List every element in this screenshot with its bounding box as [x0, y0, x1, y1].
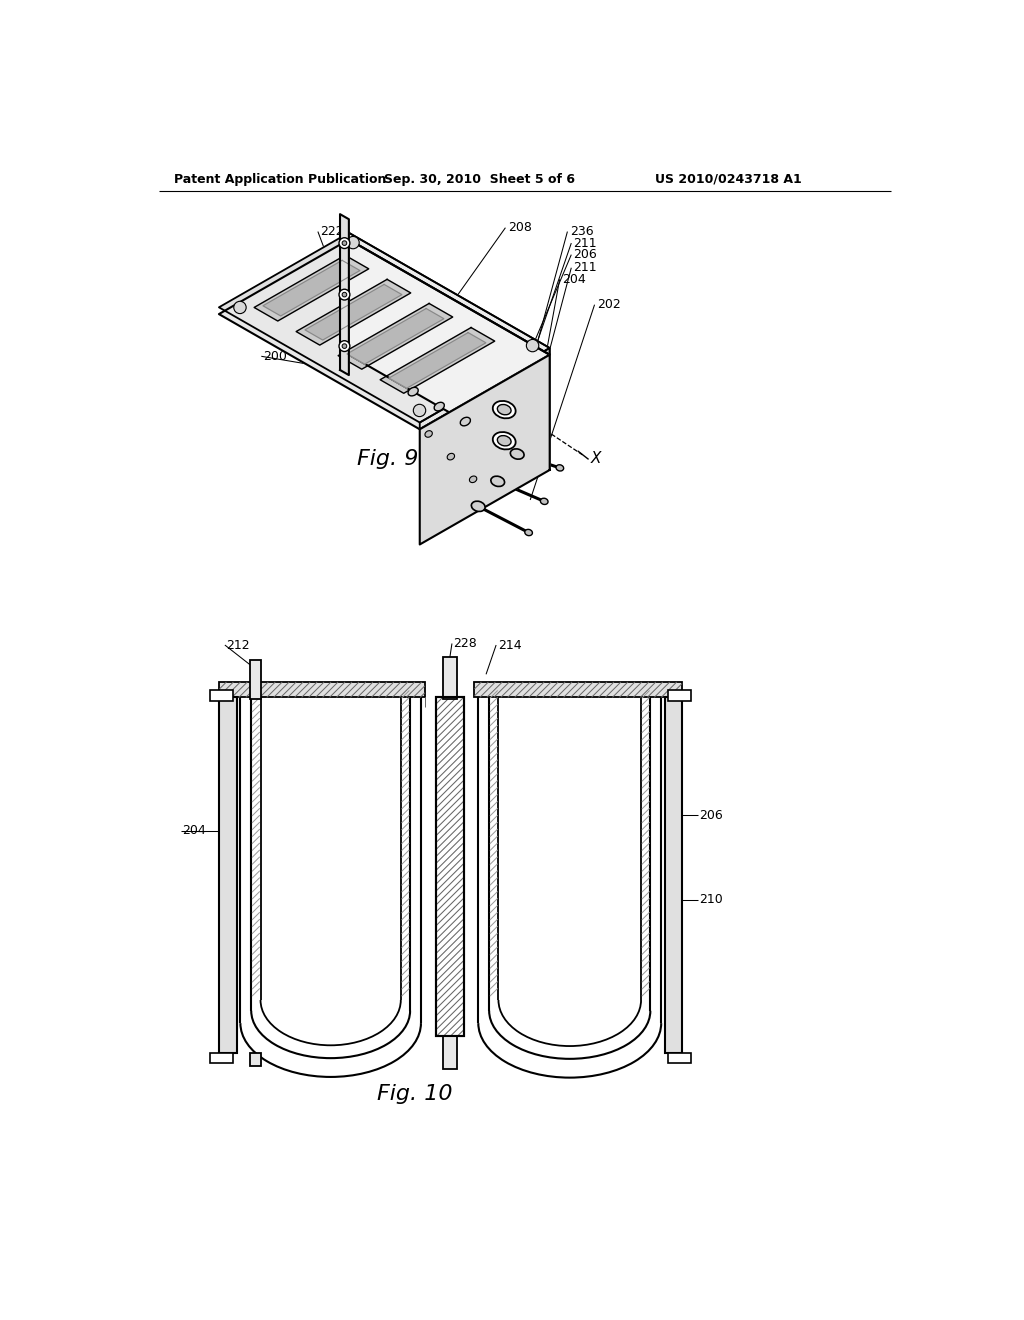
Ellipse shape: [490, 477, 505, 487]
Text: 200: 200: [263, 350, 288, 363]
Bar: [210, 689, 233, 701]
Circle shape: [342, 240, 347, 246]
Polygon shape: [420, 355, 550, 544]
Text: 208: 208: [508, 222, 531, 234]
Text: 210: 210: [699, 894, 723, 907]
Ellipse shape: [447, 453, 455, 459]
Polygon shape: [219, 232, 550, 422]
Text: 211: 211: [573, 261, 597, 275]
Text: 202: 202: [597, 298, 621, 312]
Bar: [442, 657, 457, 700]
Ellipse shape: [524, 529, 532, 536]
Text: X: X: [301, 271, 311, 285]
Ellipse shape: [493, 432, 516, 449]
Text: Sep. 30, 2010  Sheet 5 of 6: Sep. 30, 2010 Sheet 5 of 6: [384, 173, 574, 186]
Text: 212: 212: [226, 639, 250, 652]
Circle shape: [414, 404, 426, 417]
Ellipse shape: [460, 417, 470, 426]
Bar: [435, 697, 464, 1036]
Polygon shape: [219, 239, 550, 429]
Polygon shape: [338, 304, 453, 370]
Text: 211: 211: [573, 236, 597, 249]
Bar: [435, 697, 464, 1036]
Bar: [665, 697, 682, 1036]
Ellipse shape: [425, 430, 432, 437]
Bar: [219, 697, 237, 1053]
Ellipse shape: [541, 498, 548, 504]
Bar: [669, 689, 691, 701]
Circle shape: [339, 341, 350, 351]
Text: 236: 236: [569, 224, 593, 238]
Polygon shape: [296, 280, 411, 345]
Bar: [251, 660, 261, 700]
Text: X: X: [591, 451, 601, 466]
Ellipse shape: [408, 387, 418, 396]
Bar: [665, 1036, 682, 1053]
Text: 206: 206: [699, 809, 723, 822]
Text: Fig. 10: Fig. 10: [377, 1084, 453, 1104]
Text: 210: 210: [391, 352, 416, 366]
Ellipse shape: [498, 404, 511, 414]
Text: Patent Application Publication: Patent Application Publication: [174, 173, 387, 186]
Bar: [251, 1053, 261, 1067]
Polygon shape: [340, 214, 349, 375]
Ellipse shape: [498, 436, 511, 446]
Text: 206: 206: [573, 248, 597, 261]
Text: Fig. 9: Fig. 9: [357, 449, 419, 469]
Bar: [665, 697, 682, 1053]
Polygon shape: [349, 239, 550, 470]
Polygon shape: [347, 309, 443, 364]
Bar: [474, 682, 682, 697]
Bar: [219, 682, 425, 697]
Polygon shape: [420, 348, 550, 429]
Text: 204: 204: [562, 273, 586, 286]
Text: 204: 204: [182, 824, 206, 837]
Polygon shape: [349, 232, 550, 355]
Circle shape: [339, 289, 350, 300]
Text: 222: 222: [321, 224, 344, 238]
Polygon shape: [263, 260, 359, 315]
Bar: [442, 1036, 457, 1069]
Bar: [210, 1053, 233, 1063]
Circle shape: [339, 238, 350, 248]
Polygon shape: [389, 333, 485, 388]
Text: US 2010/0243718 A1: US 2010/0243718 A1: [655, 173, 802, 186]
Circle shape: [342, 292, 347, 297]
Circle shape: [347, 236, 359, 248]
Circle shape: [342, 343, 347, 348]
Polygon shape: [254, 255, 369, 321]
Ellipse shape: [556, 465, 563, 471]
Text: 214: 214: [498, 639, 521, 652]
Bar: [219, 697, 237, 1036]
Ellipse shape: [493, 401, 516, 418]
Circle shape: [526, 339, 539, 351]
Ellipse shape: [471, 502, 485, 511]
Ellipse shape: [434, 403, 444, 411]
Ellipse shape: [510, 449, 524, 459]
Ellipse shape: [469, 477, 477, 483]
Circle shape: [233, 301, 246, 314]
Bar: [669, 1053, 691, 1063]
Text: 228: 228: [454, 638, 477, 649]
Polygon shape: [305, 284, 401, 341]
Polygon shape: [380, 327, 495, 393]
Bar: [219, 1036, 237, 1053]
